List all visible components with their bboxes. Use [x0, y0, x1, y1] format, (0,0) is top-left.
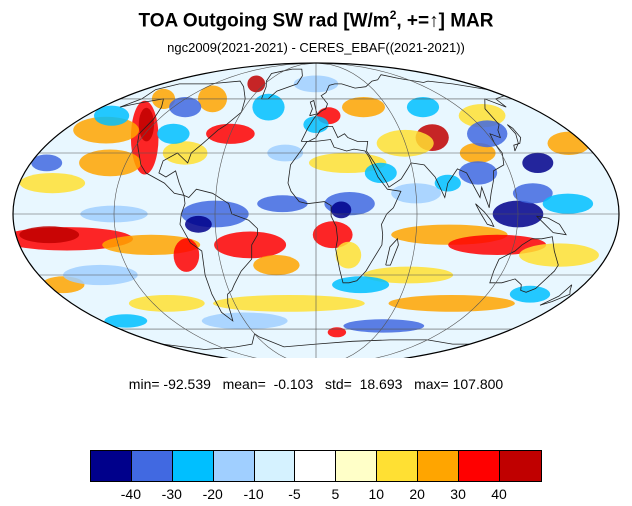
title-text-rest: , +=↑] MAR [396, 10, 494, 32]
colorbar-swatch [336, 451, 378, 481]
coastline [536, 215, 567, 236]
max-value: 107.800 [452, 376, 504, 392]
field-region [512, 183, 553, 204]
field-region [173, 238, 200, 272]
field-region [342, 97, 385, 118]
colorbar-tick-label: 30 [450, 486, 466, 502]
field-region [94, 105, 130, 126]
colorbar-labels: -40 -30 -20 -10 -5 5 10 20 30 40 [0, 486, 632, 504]
field-region [327, 327, 347, 338]
title-text: TOA Outgoing SW rad [W/m [138, 10, 390, 32]
coastline [179, 188, 259, 322]
field-region [19, 226, 80, 244]
mean-label: mean= [222, 376, 266, 392]
coastline [261, 68, 303, 100]
colorbar [90, 450, 542, 482]
field-region [128, 295, 205, 312]
colorbar-swatch [418, 451, 460, 481]
coastline [385, 237, 399, 266]
field-region [448, 234, 547, 255]
plot-subtitle: ngc2009(2021-2021) - CERES_EBAF((2021-20… [167, 40, 465, 55]
field-region [406, 97, 440, 118]
field-region [332, 276, 390, 294]
coastline [489, 236, 559, 293]
field-region [19, 173, 86, 194]
field-region [247, 75, 266, 93]
field-region [388, 295, 515, 312]
colorbar-swatch [91, 451, 132, 481]
colorbar-tick-label: -30 [161, 486, 182, 502]
map-border [12, 62, 620, 358]
mean-value: -0.103 [273, 376, 314, 392]
coastline [119, 80, 246, 196]
colorbar-tick-label: 5 [331, 486, 340, 502]
coastline [507, 124, 522, 152]
colorbar-tick-label: 10 [368, 486, 385, 502]
min-value: -92.539 [163, 376, 211, 392]
field-region [104, 314, 148, 328]
coastline [309, 99, 318, 117]
field-region [335, 241, 362, 269]
colorbar-swatch [377, 451, 419, 481]
coastline [539, 284, 573, 306]
field-region [79, 149, 142, 177]
mollweide-map [12, 62, 620, 358]
graticule [13, 63, 619, 358]
colorbar-swatch [499, 451, 541, 481]
plot-title: TOA Outgoing SW rad [W/m2, +=↑] MAR [0, 8, 632, 32]
colorbar-tick-label: 20 [409, 486, 425, 502]
colorbar-swatch [459, 451, 500, 481]
colorbar-swatch [131, 451, 173, 481]
colorbar-swatch [172, 451, 214, 481]
field-region [214, 231, 287, 259]
colorbar-tick-label: -5 [288, 486, 301, 502]
colorbar-tick-label: -20 [202, 486, 223, 502]
std-value: 18.693 [359, 376, 403, 392]
min-label: min= [128, 376, 160, 392]
field-region [312, 221, 353, 249]
field-region [331, 201, 352, 219]
field-region [31, 154, 63, 172]
coastline [287, 139, 402, 284]
std-label: std= [324, 376, 352, 392]
field-region [138, 107, 154, 142]
field-region [157, 123, 190, 144]
colorbar-tick-label: -40 [120, 486, 142, 502]
stats-line: min= -92.539 mean= -0.103 std= 18.693 ma… [0, 376, 632, 392]
colorbar-swatch [213, 451, 255, 481]
field-region [252, 93, 285, 121]
colorbar-swatch [254, 451, 296, 481]
title-superscript: 2 [389, 8, 397, 22]
colorbar-tick-label: -10 [243, 486, 264, 502]
field-region [509, 285, 551, 303]
max-label: max= [414, 376, 449, 392]
field-region [213, 295, 365, 312]
colorbar-tick-label: 40 [491, 486, 507, 502]
field-region [542, 193, 594, 214]
field-region [185, 215, 212, 233]
field-region [257, 195, 308, 213]
field-region [253, 255, 300, 276]
field-region [458, 161, 498, 185]
field-region [169, 97, 202, 118]
colorbar-swatch [295, 451, 337, 481]
field-region [522, 152, 554, 173]
field-region [519, 243, 599, 267]
